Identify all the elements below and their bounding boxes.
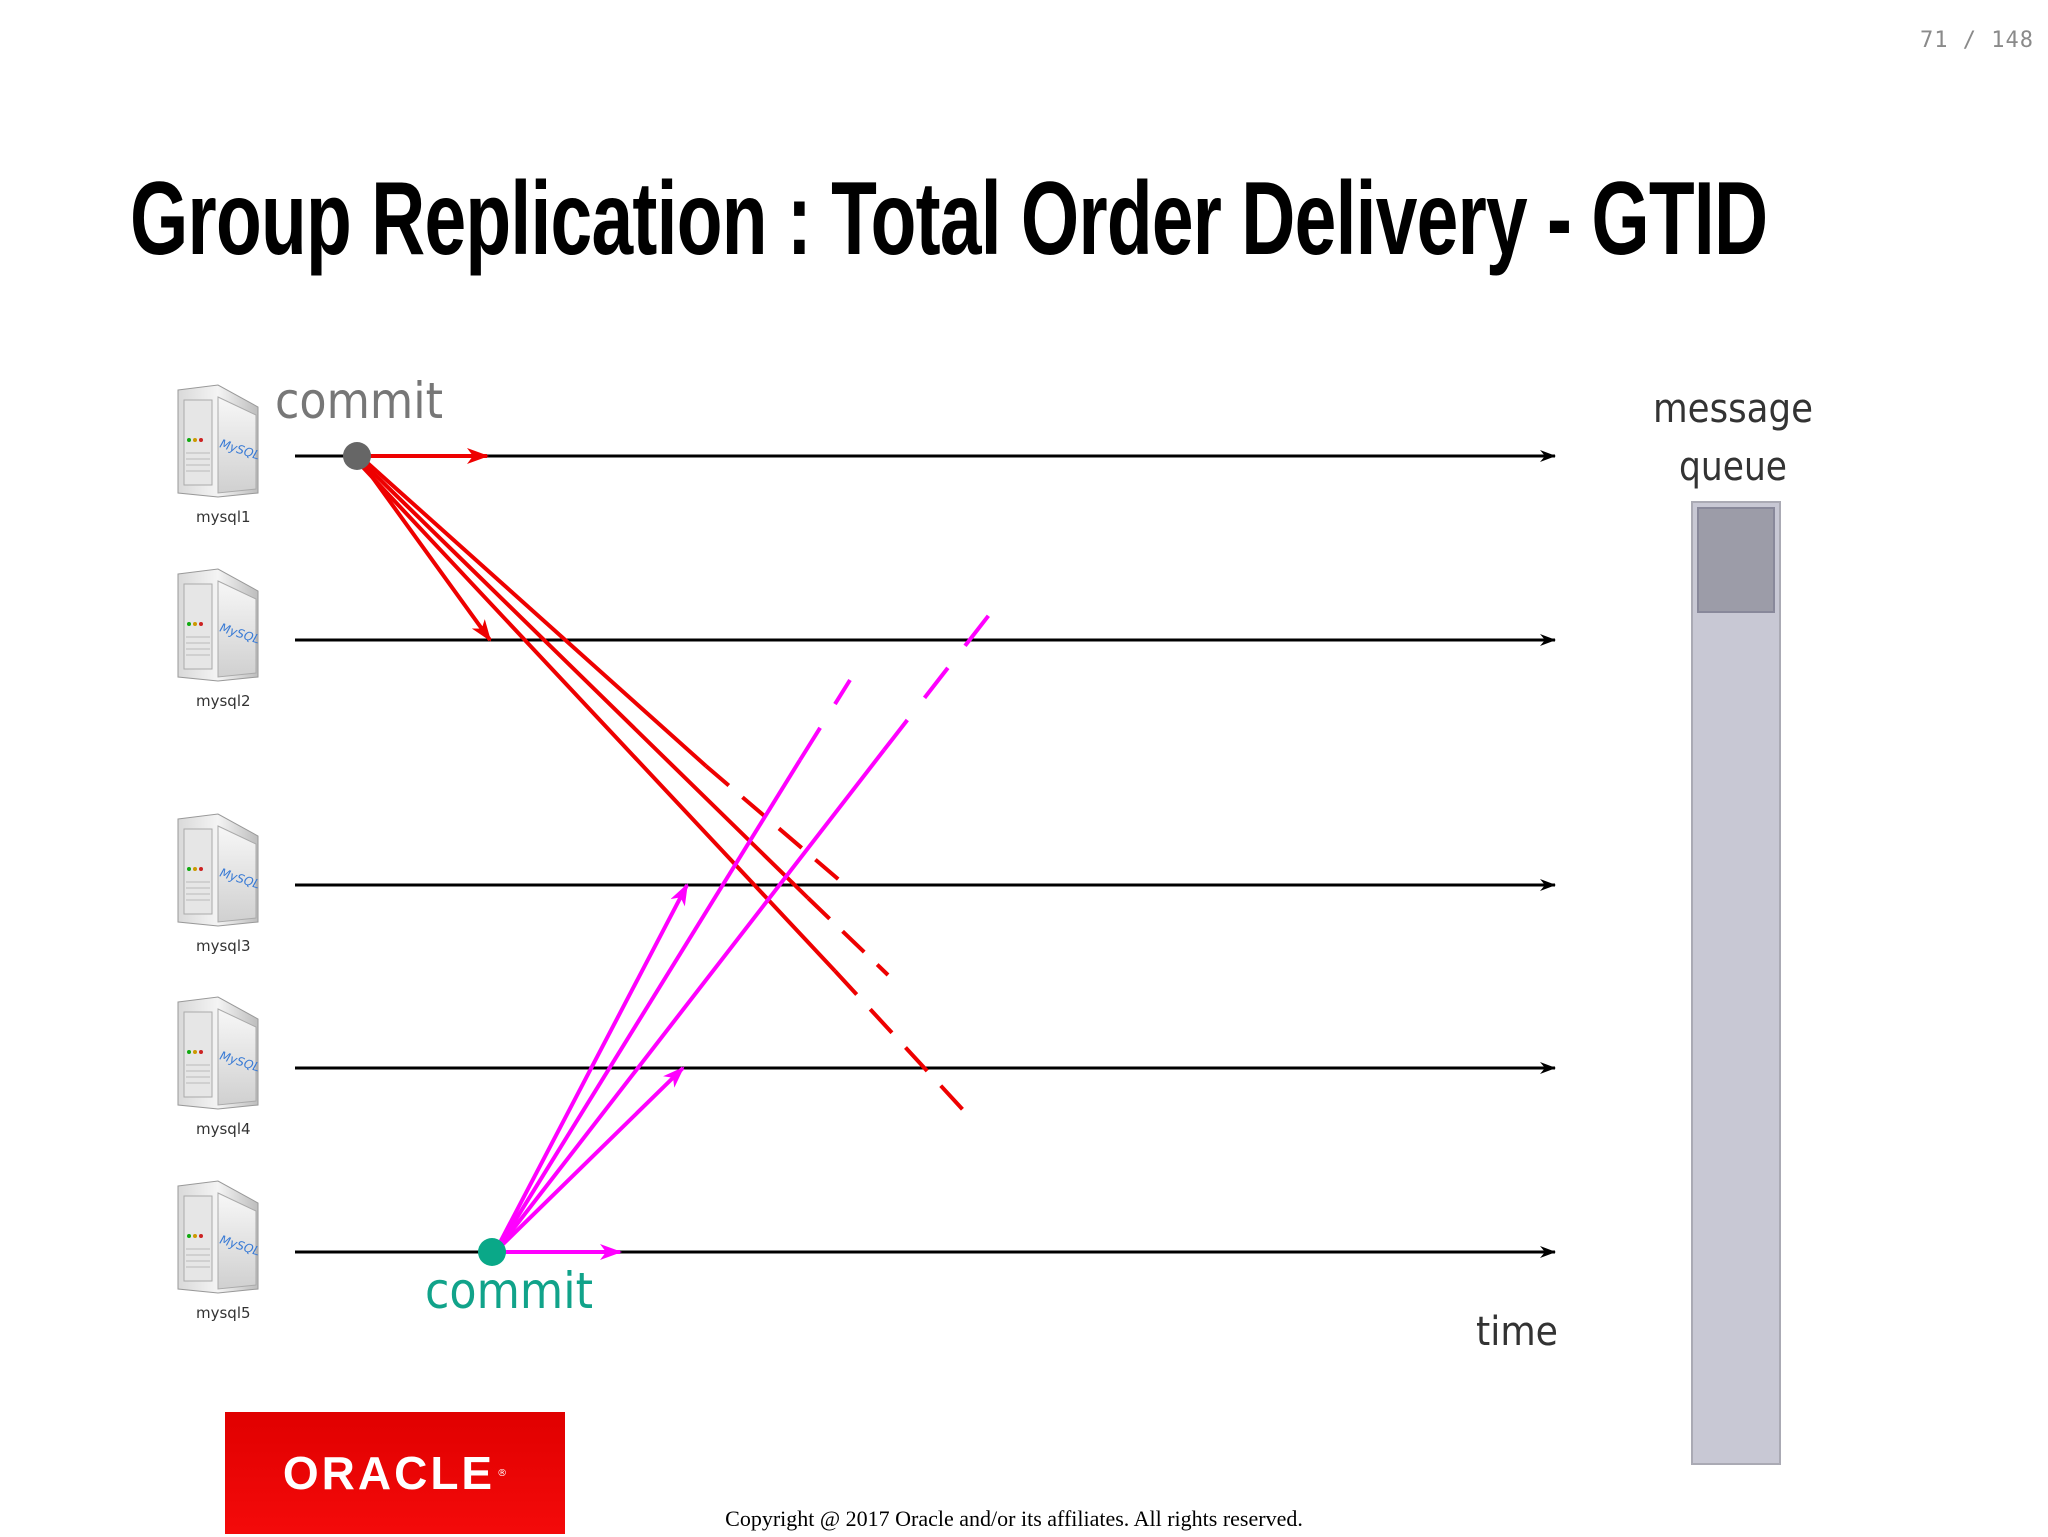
commit-node-mysql5 — [478, 1238, 506, 1266]
red-dash-to-mysql3 — [704, 764, 847, 887]
red-messages — [355, 448, 967, 1114]
server-mysql4: MySQL mysql4 — [177, 996, 262, 1138]
page-counter: 71 / 148 — [1920, 28, 2034, 53]
commit-node-mysql1 — [343, 442, 371, 470]
red-dash-to-mysql4 — [806, 896, 890, 977]
server-mysql3: MySQL mysql3 — [177, 813, 262, 955]
slide-title: Group Replication : Total Order Delivery… — [130, 161, 1768, 277]
queue-column — [1691, 501, 1781, 1465]
server-mysql2: MySQL mysql2 — [177, 568, 262, 710]
red-line-to-mysql5 — [356, 460, 837, 973]
time-label: time — [1476, 1309, 1558, 1355]
commit-label-bottom: commit — [425, 1262, 593, 1320]
server-mysql5: MySQL mysql5 — [177, 1180, 262, 1322]
server-mysql2-caption: mysql2 — [196, 692, 251, 710]
server-mysql1-caption: mysql1 — [196, 508, 251, 526]
server-mysql5-caption: mysql5 — [196, 1304, 251, 1322]
red-line-to-mysql4 — [358, 458, 810, 900]
oracle-logo-text: ORACLE — [282, 1447, 496, 1499]
copyright-text: Copyright @ 2017 Oracle and/or its affil… — [725, 1506, 1303, 1531]
magenta-dash-to-mysql1 — [882, 604, 998, 752]
message-queue: message queue — [1653, 386, 1813, 1465]
server-mysql1: MySQL mysql1 — [177, 384, 262, 526]
magenta-arrow-to-mysql4 — [493, 1066, 685, 1254]
magenta-dash-to-mysql2 — [798, 678, 852, 762]
queue-item-1 — [1697, 507, 1775, 613]
magenta-messages — [492, 604, 998, 1260]
queue-label-line1: message — [1653, 386, 1813, 432]
magenta-arrow-to-mysql3 — [493, 883, 689, 1253]
red-dash-to-mysql5 — [833, 969, 967, 1114]
magenta-line-to-mysql2 — [495, 758, 802, 1252]
oracle-logo: ORACLE ® — [225, 1412, 565, 1534]
queue-label-line2: queue — [1679, 444, 1787, 490]
timelines — [295, 450, 1556, 1258]
oracle-logo-mark: ® — [497, 1467, 508, 1479]
server-mysql3-caption: mysql3 — [196, 937, 251, 955]
server-mysql4-caption: mysql4 — [196, 1120, 251, 1138]
magenta-line-to-mysql1 — [495, 748, 886, 1252]
red-line-to-mysql3 — [360, 456, 708, 768]
copyright-notice: Copyright @ 2017 Oracle and/or its affil… — [0, 1506, 2048, 1532]
commit-label-top: commit — [275, 372, 443, 430]
server-icons: MySQL mysql1 MySQL mysql2 MySQL mysql3 — [177, 384, 262, 1322]
